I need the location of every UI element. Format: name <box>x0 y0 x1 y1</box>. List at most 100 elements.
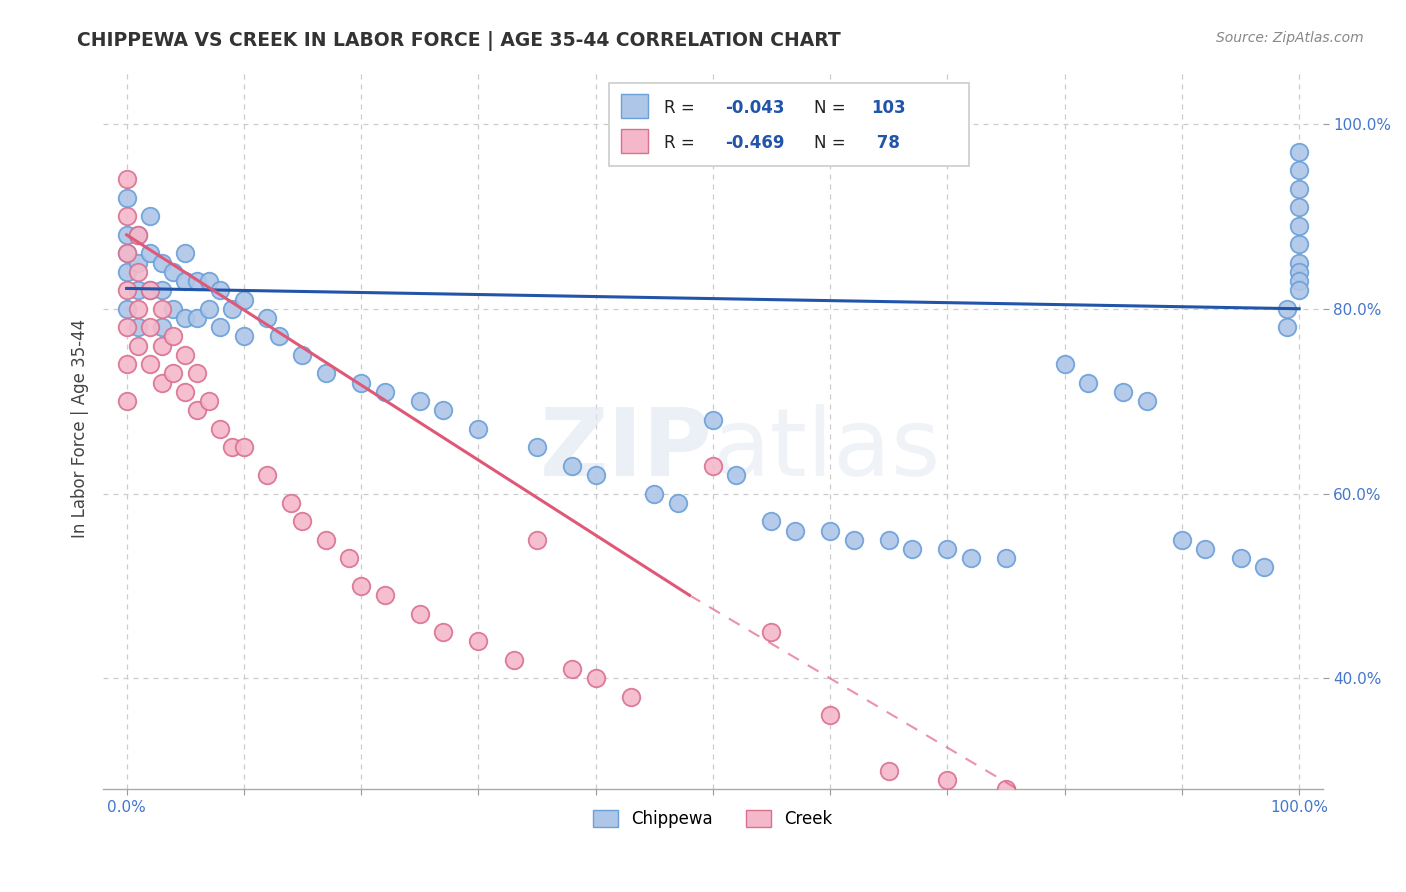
Text: 103: 103 <box>872 99 905 117</box>
Point <box>702 412 724 426</box>
Point <box>1288 200 1310 214</box>
Point <box>139 357 162 371</box>
Point <box>374 588 396 602</box>
Point <box>174 246 197 260</box>
Point <box>232 293 254 307</box>
Text: R =: R = <box>664 134 695 152</box>
Point <box>127 320 149 334</box>
Point <box>1288 274 1310 288</box>
Text: N =: N = <box>814 99 845 117</box>
Text: ZIP: ZIP <box>540 404 713 497</box>
Point <box>585 468 607 483</box>
Point <box>174 384 197 399</box>
Point <box>1288 181 1310 195</box>
Point <box>702 458 724 473</box>
Point <box>374 384 396 399</box>
Point <box>877 764 900 778</box>
Point <box>1288 219 1310 233</box>
Point <box>291 348 314 362</box>
FancyBboxPatch shape <box>609 83 969 166</box>
Point <box>127 255 149 269</box>
Point <box>127 301 149 316</box>
Text: Source: ZipAtlas.com: Source: ZipAtlas.com <box>1216 31 1364 45</box>
Point <box>1288 255 1310 269</box>
Point <box>877 533 900 547</box>
Point <box>127 265 149 279</box>
Point <box>115 301 138 316</box>
Point <box>1288 265 1310 279</box>
Point <box>936 772 959 787</box>
Point <box>526 441 548 455</box>
Point <box>150 255 173 269</box>
Point <box>115 246 138 260</box>
Point <box>150 320 173 334</box>
Point <box>186 403 208 417</box>
Point <box>666 496 689 510</box>
Point <box>818 708 841 723</box>
Point <box>842 533 865 547</box>
Point <box>115 283 138 297</box>
Point <box>115 246 138 260</box>
Point <box>139 320 162 334</box>
Point <box>162 367 184 381</box>
Point <box>901 541 924 556</box>
Point <box>783 524 806 538</box>
Point <box>561 458 583 473</box>
Point <box>197 274 219 288</box>
Point <box>467 422 489 436</box>
Y-axis label: In Labor Force | Age 35-44: In Labor Force | Age 35-44 <box>72 319 89 539</box>
Point <box>232 329 254 343</box>
Point <box>197 394 219 409</box>
Point <box>127 339 149 353</box>
FancyBboxPatch shape <box>621 129 648 153</box>
Point <box>232 441 254 455</box>
Point <box>315 533 337 547</box>
Text: -0.043: -0.043 <box>725 99 785 117</box>
FancyBboxPatch shape <box>621 95 648 119</box>
Text: -0.469: -0.469 <box>725 134 785 152</box>
Point <box>115 210 138 224</box>
Point <box>936 541 959 556</box>
Point <box>186 367 208 381</box>
Point <box>267 329 290 343</box>
Point <box>1277 320 1299 334</box>
Point <box>1288 145 1310 159</box>
Point <box>526 533 548 547</box>
Point <box>1253 560 1275 574</box>
Point <box>315 367 337 381</box>
Text: 78: 78 <box>872 134 900 152</box>
Point <box>209 320 232 334</box>
Text: R =: R = <box>664 99 695 117</box>
Point <box>150 283 173 297</box>
Point <box>186 310 208 325</box>
Point <box>761 625 783 640</box>
Point <box>467 634 489 648</box>
Point <box>1053 357 1076 371</box>
Point <box>174 310 197 325</box>
Point <box>337 551 360 566</box>
Point <box>115 227 138 242</box>
Point <box>502 653 524 667</box>
Point <box>1288 283 1310 297</box>
Point <box>150 339 173 353</box>
Point <box>174 274 197 288</box>
Text: CHIPPEWA VS CREEK IN LABOR FORCE | AGE 35-44 CORRELATION CHART: CHIPPEWA VS CREEK IN LABOR FORCE | AGE 3… <box>77 31 841 51</box>
Point <box>1171 533 1194 547</box>
Point <box>209 422 232 436</box>
Point <box>818 524 841 538</box>
Point <box>432 625 454 640</box>
Point <box>115 320 138 334</box>
Point <box>280 496 302 510</box>
Point <box>995 782 1018 797</box>
Point <box>350 579 373 593</box>
Point <box>115 357 138 371</box>
Point <box>959 551 981 566</box>
Point <box>139 283 162 297</box>
Point <box>1229 551 1251 566</box>
Point <box>256 468 278 483</box>
Point <box>1194 541 1216 556</box>
Point <box>115 191 138 205</box>
Point <box>115 394 138 409</box>
Point <box>162 329 184 343</box>
Point <box>1288 163 1310 178</box>
